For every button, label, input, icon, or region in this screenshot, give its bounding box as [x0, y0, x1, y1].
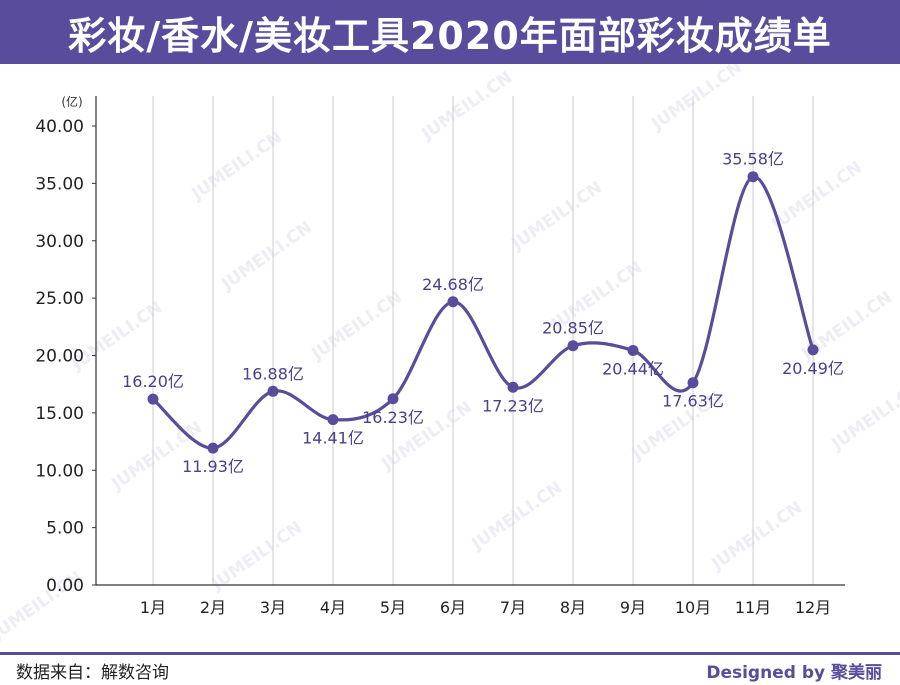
x-tick-label: 7月	[500, 598, 526, 617]
data-label-layer: 16.20亿 11.93亿 16.88亿 14.41亿 16.23亿 24.68亿 17.2…	[122, 150, 844, 476]
watermark-text: JUMEILI.CN	[187, 128, 286, 205]
y-axis-unit-label: (亿)	[61, 94, 82, 109]
x-tick-label: 2月	[200, 598, 226, 617]
watermark-text: JUMEILI.CN	[217, 218, 316, 295]
data-point	[207, 442, 219, 454]
x-tick-label: 1月	[140, 598, 166, 617]
y-tick-label: 40.00	[35, 117, 84, 137]
data-label: 11.93亿	[182, 457, 244, 476]
source-text: 数据来自：解数咨询	[16, 663, 169, 683]
data-label: 20.85亿	[542, 319, 604, 338]
x-tick-label: 10月	[675, 598, 711, 617]
chart-title: 彩妆/香水/美妆工具2020年面部彩妆成绩单	[68, 13, 832, 58]
data-point	[807, 344, 819, 356]
x-tick-label: 5月	[380, 598, 406, 617]
x-tick-label: 6月	[440, 598, 466, 617]
watermark-text: JUMEILI.CN	[207, 518, 306, 595]
data-label: 20.49亿	[782, 359, 844, 378]
y-tick-label: 0.00	[46, 576, 84, 596]
axis-layer: (亿) 0.00 5.00 10.00 15.00 20.00 25.00 30.00 35.0…	[35, 94, 845, 617]
watermark-text: JUMEILI.CN	[467, 478, 566, 555]
footer: 数据来自：解数咨询 Designed by 聚美丽	[0, 652, 900, 685]
data-label: 14.41亿	[302, 429, 364, 448]
y-tick-label: 15.00	[35, 404, 84, 424]
data-point-layer	[147, 171, 819, 454]
data-label: 16.20亿	[122, 372, 184, 391]
watermark-text: JUMEILI.CN	[417, 68, 516, 145]
data-label: 17.63亿	[662, 392, 724, 411]
data-point	[627, 344, 639, 356]
data-label: 16.23亿	[362, 408, 424, 427]
x-tick-label: 12月	[795, 598, 831, 617]
title-bar: 彩妆/香水/美妆工具2020年面部彩妆成绩单	[0, 0, 900, 64]
data-point	[747, 171, 759, 183]
data-point	[327, 414, 339, 426]
data-label: 17.23亿	[482, 396, 544, 415]
credit-text: Designed by 聚美丽	[706, 663, 882, 683]
data-label: 35.58亿	[722, 150, 784, 169]
watermark-text: JUMEILI.CN	[647, 64, 746, 135]
data-point	[387, 393, 399, 405]
data-label: 20.44亿	[602, 359, 664, 378]
watermark-text: JUMEILI.CN	[767, 158, 866, 235]
x-tick-label: 4月	[320, 598, 346, 617]
data-point	[687, 377, 699, 389]
y-tick-label: 10.00	[35, 461, 84, 481]
y-tick-label: 35.00	[35, 174, 84, 194]
data-point	[147, 393, 159, 405]
watermark-text: JUMEILI.CN	[707, 498, 806, 575]
watermark-text: JUMEILI.CN	[827, 378, 900, 455]
y-tick-label: 30.00	[35, 232, 84, 252]
data-label: 24.68亿	[422, 275, 484, 294]
y-tick-label: 5.00	[46, 519, 84, 539]
x-tick-label: 8月	[560, 598, 586, 617]
data-point	[447, 296, 459, 308]
watermark-text: JUMEILI.CN	[307, 288, 406, 365]
data-point	[567, 340, 579, 352]
x-tick-label: 9月	[620, 598, 646, 617]
data-label: 16.88亿	[242, 364, 304, 383]
y-tick-label: 25.00	[35, 289, 84, 309]
x-tick-label: 3月	[260, 598, 286, 617]
data-point	[507, 381, 519, 393]
y-tick-label: 20.00	[35, 347, 84, 367]
x-tick-label: 11月	[735, 598, 771, 617]
data-point	[267, 385, 279, 397]
watermark-text: JUMEILI.CN	[507, 178, 606, 255]
